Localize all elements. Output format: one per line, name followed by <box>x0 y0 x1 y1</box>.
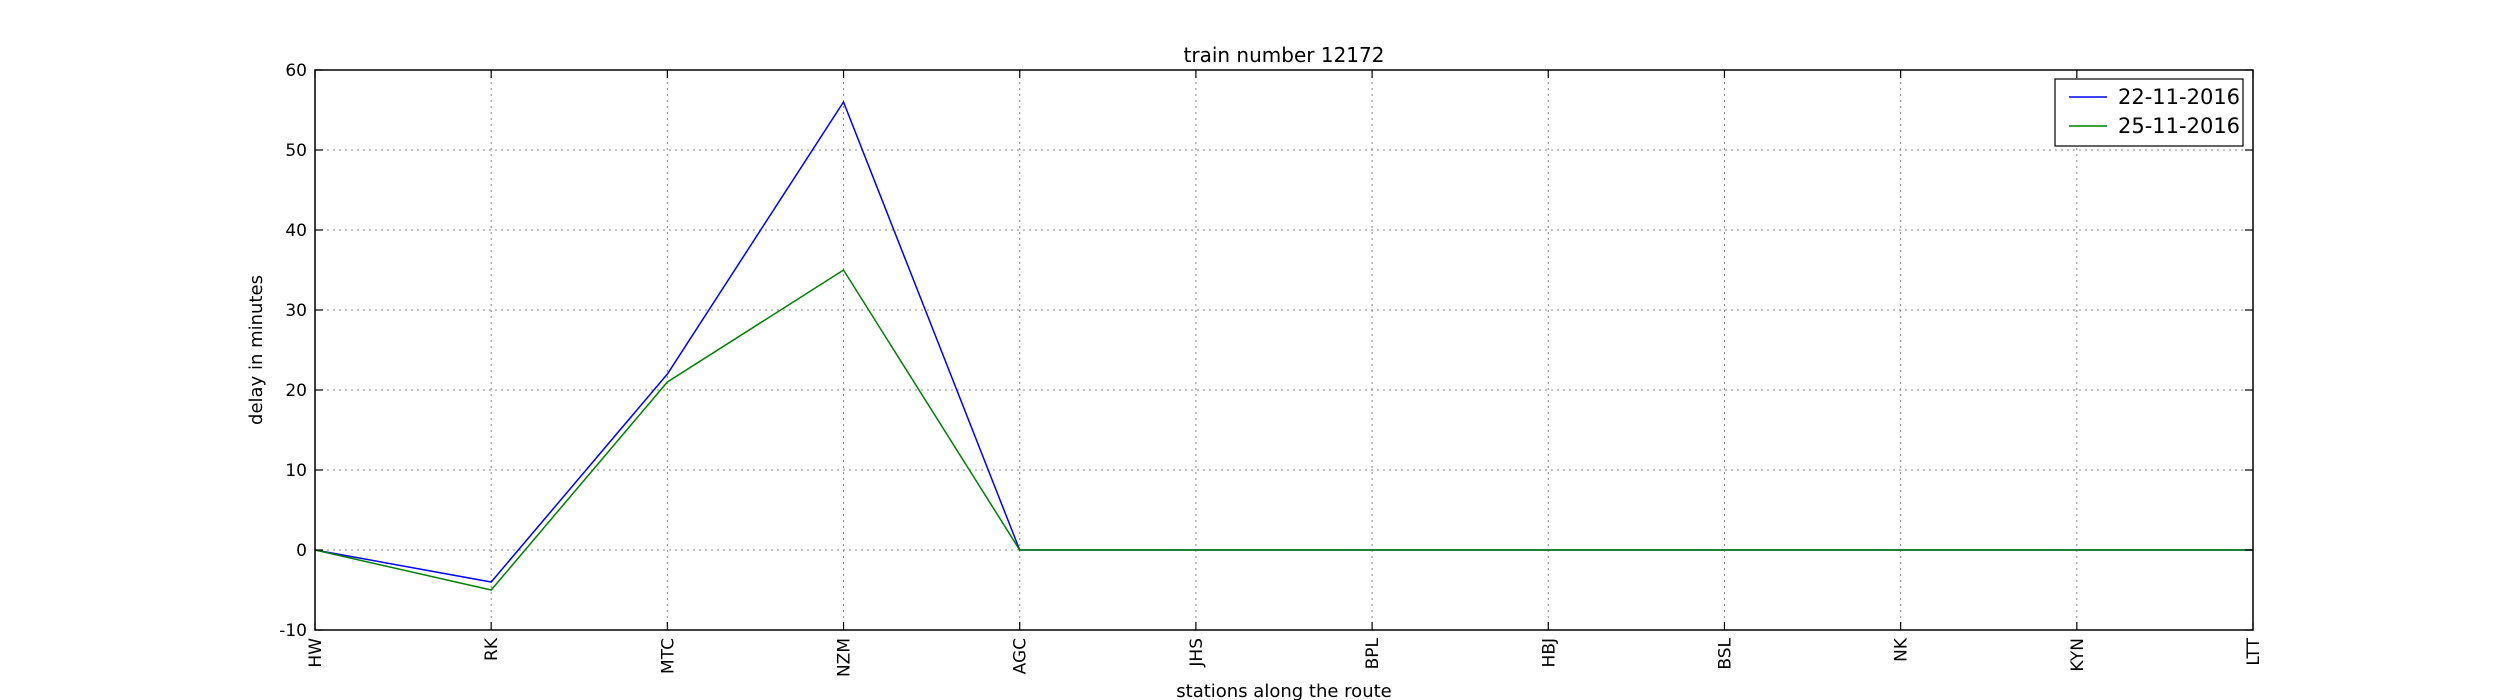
y-tick-label: 10 <box>285 461 307 481</box>
x-tick-label: NK <box>1892 637 1912 662</box>
x-tick-label: KYN <box>2068 638 2088 672</box>
legend-label-2: 25-11-2016 <box>2118 114 2240 138</box>
y-tick-label: 0 <box>296 541 307 561</box>
y-tick-label: 40 <box>285 221 307 241</box>
legend-label-1: 22-11-2016 <box>2118 85 2240 109</box>
y-axis-title: delay in minutes <box>246 275 267 425</box>
y-tick-label: 50 <box>285 141 307 161</box>
legend: 22-11-2016 25-11-2016 <box>2054 78 2244 147</box>
x-tick-label: BSL <box>1715 637 1735 669</box>
x-tick-label: HW <box>306 638 326 668</box>
x-tick-label: HBJ <box>1539 638 1559 667</box>
x-tick-label: JHS <box>1187 638 1207 668</box>
y-tick-label: 30 <box>285 301 307 321</box>
x-tick-label: NZM <box>835 638 855 677</box>
series-line-2 <box>314 268 2253 591</box>
y-tick-label: -10 <box>279 621 307 641</box>
legend-box <box>2054 78 2244 147</box>
plot-frame <box>314 69 2254 631</box>
x-tick-label: AGC <box>1011 638 1031 674</box>
series-lines <box>314 100 2253 591</box>
y-tick-label: 20 <box>285 381 307 401</box>
x-axis-title: stations along the route <box>1176 681 1391 700</box>
x-tick-label: MTC <box>658 638 678 674</box>
axis-ticks: HW RK MTC NZM AGC JHS BPL HBJ BSL NK KYN LTT -10 0 10 2… <box>279 61 2264 677</box>
x-tick-label: LTT <box>2244 637 2264 665</box>
x-tick-label: BPL <box>1363 637 1383 669</box>
y-tick-label: 60 <box>285 61 307 81</box>
x-tick-label: RK <box>482 637 502 661</box>
chart-title: train number 12172 <box>1184 43 1385 67</box>
